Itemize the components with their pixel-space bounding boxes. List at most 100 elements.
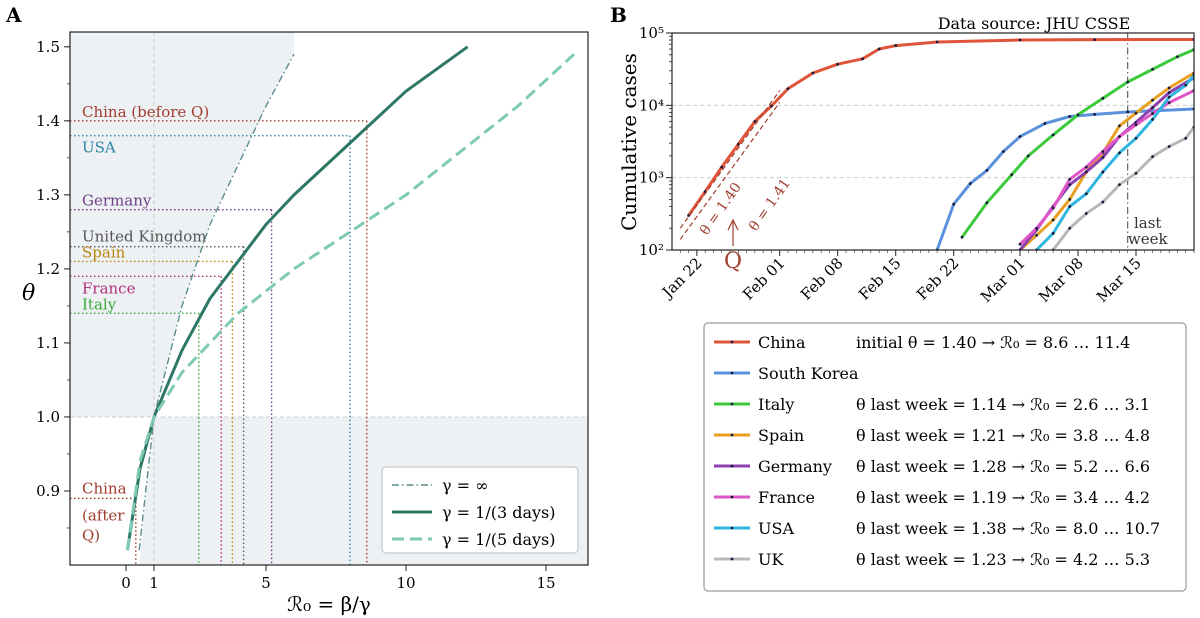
- series-line-uk: [1051, 126, 1194, 250]
- legend-b-name-germany: Germany: [758, 457, 832, 476]
- last-week-label-1: last: [1134, 214, 1161, 232]
- y-tick-label-1.2: 1.2: [36, 260, 60, 278]
- y-tick-label-0.9: 0.9: [36, 482, 60, 500]
- series-line-1-5-days-2: [125, 53, 576, 551]
- legend-b-name-south-korea: South Korea: [758, 364, 859, 383]
- point-germany-8: [1151, 106, 1154, 110]
- point-uk-4: [1118, 183, 1121, 187]
- b-x-tick-label-feb-01: Feb 01: [739, 254, 788, 303]
- point-spain-1: [1035, 233, 1038, 237]
- legend-b-dot-spain: [730, 433, 734, 437]
- data-source-label: Data source: JHU CSSE: [938, 14, 1131, 33]
- point-china-4: [753, 119, 757, 123]
- point-south-korea-9: [1126, 110, 1130, 114]
- panel-a-reference-lines: [70, 32, 588, 565]
- point-usa-6: [1134, 136, 1138, 140]
- point-italy-7: [1126, 80, 1130, 84]
- series-line-italy: [960, 48, 1194, 239]
- point-germany-4: [1084, 170, 1088, 174]
- legend-b-name-spain: Spain: [758, 426, 804, 445]
- panel-a-x-title: ℛ₀ = β/γ: [287, 592, 371, 616]
- point-spain-3: [1068, 198, 1072, 201]
- country-label-after: (after: [82, 506, 125, 524]
- point-uk-7: [1167, 145, 1171, 148]
- country-label-france: France: [82, 279, 136, 297]
- point-italy-1: [985, 201, 989, 205]
- point-france-1: [1035, 226, 1038, 230]
- point-china-5: [770, 104, 773, 108]
- x-tick-label-0: 0: [121, 574, 131, 592]
- x-tick-label-1: 1: [149, 574, 159, 592]
- point-usa-1: [1051, 231, 1055, 235]
- country-label-italy: Italy: [82, 295, 117, 313]
- point-france-7: [1134, 123, 1138, 127]
- country-label-china-before-q: China (before Q): [82, 103, 209, 121]
- legend-b-note-uk: θ last week = 1.23 → ℛ₀ = 4.2 … 5.3: [856, 550, 1150, 569]
- point-france-0: [1018, 242, 1022, 246]
- point-china-3: [736, 142, 740, 146]
- legend-b-name-usa: USA: [758, 519, 794, 538]
- point-china-2: [720, 165, 724, 169]
- point-germany-9: [1167, 91, 1171, 94]
- last-week-label-2: week: [1128, 230, 1169, 248]
- legend-b-dot-china: [730, 340, 734, 344]
- legend-b-note-italy: θ last week = 1.14 → ℛ₀ = 2.6 … 3.1: [856, 395, 1150, 414]
- point-italy-0: [960, 235, 964, 239]
- legend-b-note-germany: θ last week = 1.28 → ℛ₀ = 5.2 … 6.6: [856, 457, 1150, 476]
- point-south-korea-4: [1002, 150, 1005, 153]
- legend-a-label-0: γ = ∞: [442, 476, 488, 495]
- point-south-korea-5: [1018, 135, 1022, 138]
- point-china-7: [811, 71, 815, 75]
- b-y-tick-label-100: 10²: [639, 241, 664, 259]
- point-china-14: [1093, 38, 1096, 42]
- legend-b-note-france: θ last week = 1.19 → ℛ₀ = 3.4 … 4.2: [856, 488, 1150, 507]
- panel-a-ticks: 0 1 5 10 150.91.01.11.21.31.41.5: [36, 38, 555, 592]
- legend-b-name-china: China: [758, 333, 806, 352]
- point-germany-5: [1101, 156, 1105, 159]
- x-tick-label-15: 15: [536, 574, 555, 592]
- point-usa-9: [1184, 83, 1188, 87]
- point-china-9: [861, 57, 864, 61]
- legend-b-dot-germany: [730, 464, 734, 468]
- point-usa-3: [1084, 192, 1088, 196]
- legend-b-name-france: France: [758, 488, 815, 507]
- country-label-spain: Spain: [82, 243, 126, 261]
- fit-label-2: θ = 1.41: [746, 176, 794, 235]
- country-label-china: China: [82, 479, 127, 497]
- point-usa-2: [1068, 205, 1072, 208]
- panel-a-y-title: θ: [22, 281, 35, 306]
- legend-a-label-2: γ = 1/(5 days): [442, 530, 556, 549]
- point-uk-5: [1134, 171, 1138, 175]
- point-uk-8: [1184, 136, 1188, 140]
- point-uk-3: [1101, 200, 1105, 204]
- panel-a-legend-box: [381, 466, 579, 554]
- point-spain-8: [1151, 98, 1154, 102]
- y-tick-label-1.3: 1.3: [36, 186, 60, 204]
- legend-b-dot-italy: [730, 402, 734, 406]
- legend-b-dot-south-korea: [730, 371, 734, 375]
- point-france-2: [1051, 206, 1055, 210]
- y-tick-label-1.5: 1.5: [36, 38, 60, 56]
- point-uk-6: [1151, 155, 1154, 159]
- panel-b-legend: China initial θ = 1.40 → ℛ₀ = 8.6 … 11.4 S…: [714, 333, 1160, 569]
- country-label-germany: Germany: [82, 192, 152, 210]
- point-france-6: [1118, 135, 1121, 138]
- panel-a-legend: γ = ∞ γ = 1/(3 days) γ = 1/(5 days): [381, 466, 579, 554]
- point-italy-2: [1010, 173, 1014, 177]
- fit-line-2: [679, 101, 781, 240]
- panel-b-fit-lines: θ = 1.40 θ = 1.41Q: [679, 90, 794, 274]
- legend-b-dot-france: [730, 495, 734, 499]
- panel-b-series: [687, 38, 1194, 250]
- point-france-5: [1101, 150, 1105, 153]
- quarantine-label: Q: [724, 249, 742, 274]
- legend-b-name-italy: Italy: [758, 395, 794, 414]
- panel-b-legend-box: [703, 322, 1187, 592]
- point-italy-3: [1026, 154, 1030, 158]
- point-south-korea-3: [985, 169, 989, 172]
- legend-b-dot-usa: [730, 526, 734, 530]
- point-italy-5: [1076, 113, 1080, 117]
- b-x-tick-label-feb-08: Feb 08: [797, 254, 846, 303]
- point-italy-4: [1051, 133, 1055, 137]
